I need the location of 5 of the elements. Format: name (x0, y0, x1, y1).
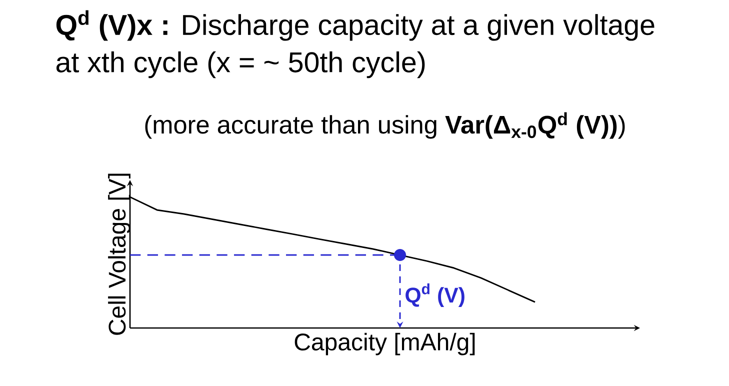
text: (more accurate than using Var(Δ$_{x-0}$Q$^{d}$ (V))) (145, 112, 625, 139)
chart-title: Q$^{d}$ (V)x : Discharge capacity at a given voltage at xth cycle (x = ~ 50th cycle) (56, 10, 654, 78)
x-axis-title: Capacity [mAh/g] (294, 332, 475, 356)
text: Q$^{d}$ (V) (406, 283, 464, 307)
y-axis-title: Cell Voltage [V] (108, 174, 130, 335)
